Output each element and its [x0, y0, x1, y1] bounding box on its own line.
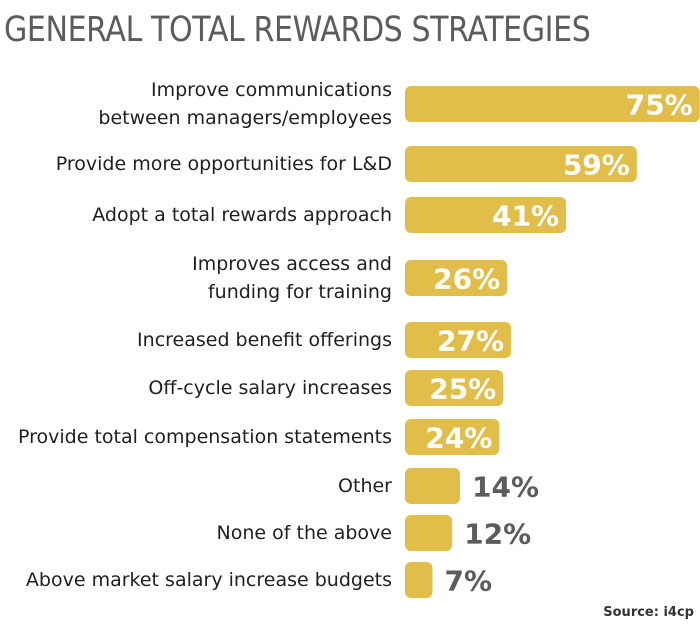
category-label: Above market salary increase budgets — [26, 569, 392, 591]
category-label-line: Above market salary increase budgets — [26, 569, 392, 591]
category-label: Improve communications between managers/e… — [98, 79, 392, 129]
category-label-line: Improve communications — [151, 79, 392, 101]
bar — [405, 419, 500, 455]
value-label: 24% — [425, 422, 492, 455]
category-label-line: Off-cycle salary increases — [148, 377, 392, 399]
category-label: Off-cycle salary increases — [148, 377, 392, 399]
value-label: 27% — [437, 325, 504, 358]
category-label-line: between managers/employees — [98, 107, 392, 129]
category-label-line: funding for training — [208, 281, 392, 303]
bar — [405, 468, 461, 504]
bar — [405, 146, 637, 182]
value-label: 14% — [472, 471, 539, 504]
source-note: Source: i4cp — [603, 605, 694, 620]
value-label: 7% — [445, 565, 493, 598]
value-label: 25% — [429, 373, 496, 406]
category-label: Increased benefit offerings — [137, 329, 392, 351]
bar — [405, 86, 700, 122]
bar — [405, 197, 567, 233]
category-label: Improves access and funding for training — [192, 253, 392, 303]
category-label-line: Provide more opportunities for L&D — [56, 153, 392, 175]
category-label: None of the above — [217, 522, 392, 544]
bar — [405, 322, 512, 358]
value-label: 41% — [492, 200, 559, 233]
bar — [405, 370, 504, 406]
category-label: Adopt a total rewards approach — [92, 204, 392, 226]
category-label: Provide more opportunities for L&D — [56, 153, 392, 175]
value-label: 75% — [626, 89, 693, 122]
category-label-line: Other — [338, 475, 392, 497]
chart-title: GENERAL TOTAL REWARDS STRATEGIES — [4, 10, 591, 50]
category-label-line: Adopt a total rewards approach — [92, 204, 392, 226]
category-label-line: Provide total compensation statements — [18, 426, 392, 448]
value-label: 12% — [464, 518, 531, 551]
category-label-line: Increased benefit offerings — [137, 329, 392, 351]
value-label: 59% — [563, 149, 630, 182]
category-label-line: Improves access and — [192, 253, 392, 275]
bar — [405, 260, 508, 296]
bar — [405, 562, 433, 598]
category-label: Other — [338, 475, 392, 497]
value-label: 26% — [433, 263, 500, 296]
bar — [405, 515, 453, 551]
category-label: Provide total compensation statements — [18, 426, 392, 448]
category-label-line: None of the above — [217, 522, 392, 544]
